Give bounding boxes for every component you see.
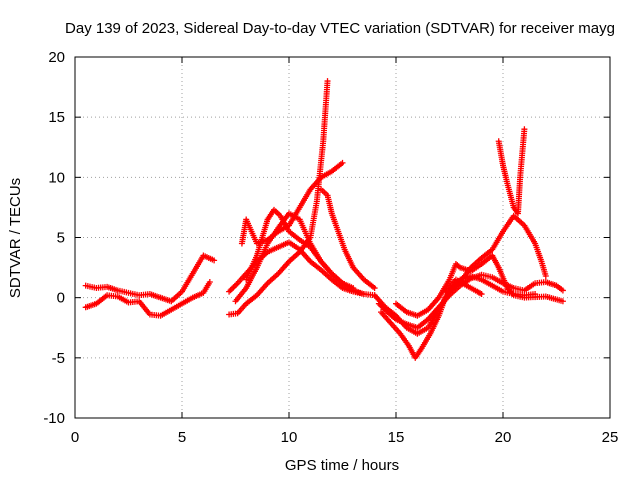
data-point	[350, 285, 357, 292]
data-point	[324, 78, 331, 85]
series-track-b	[82, 279, 213, 319]
data-point	[206, 279, 213, 286]
y-tick-label: 10	[48, 169, 65, 186]
data-point	[371, 285, 378, 292]
x-tick-label: 20	[495, 429, 512, 446]
x-tick-label: 5	[178, 429, 186, 446]
data-point	[339, 159, 346, 166]
y-tick-label: -10	[43, 410, 65, 427]
y-tick-label: 0	[57, 290, 65, 307]
grid-lines	[75, 57, 610, 418]
y-tick-label: -5	[52, 350, 65, 367]
y-tick-label: 5	[57, 230, 65, 247]
data-point	[360, 291, 367, 298]
y-tick-label: 15	[48, 109, 65, 126]
series-track-a	[82, 252, 218, 305]
data-point	[559, 298, 566, 305]
y-axis-label: SDTVAR / TECUs	[7, 178, 24, 298]
data-point	[542, 273, 549, 280]
y-tick-label: 20	[48, 49, 65, 66]
data-points	[82, 78, 566, 361]
series-track-h	[318, 186, 378, 292]
axis-ticks: 0 5 10 15 20 25 -10 -5 0 5 10 15 20	[43, 49, 618, 446]
x-tick-label: 10	[281, 429, 298, 446]
plot-frame	[74, 56, 611, 419]
data-point	[478, 291, 485, 298]
x-tick-label: 0	[71, 429, 79, 446]
data-point	[211, 257, 218, 264]
chart-title: Day 139 of 2023, Sidereal Day-to-day VTE…	[65, 20, 615, 37]
data-point	[521, 126, 528, 133]
series-track-g	[238, 159, 346, 247]
data-point	[559, 287, 566, 294]
x-axis-label: GPS time / hours	[285, 457, 399, 474]
x-tick-label: 25	[602, 429, 619, 446]
series-track-m	[442, 276, 485, 298]
series-track-l	[393, 252, 566, 319]
x-tick-label: 15	[388, 429, 405, 446]
series-track-n	[495, 126, 528, 217]
